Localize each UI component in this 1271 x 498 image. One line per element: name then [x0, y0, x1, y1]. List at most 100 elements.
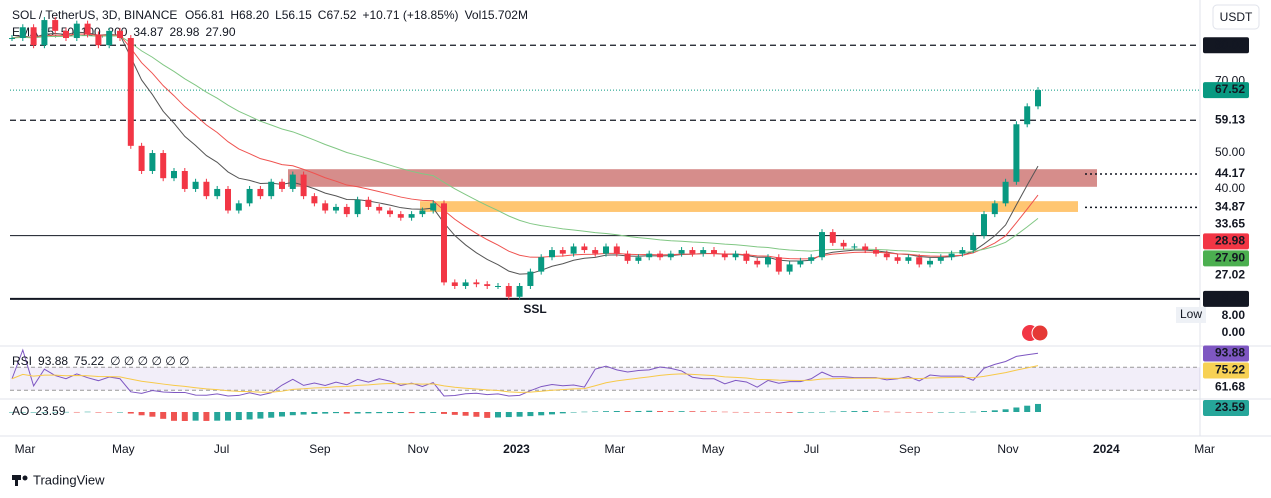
ao-bar	[462, 412, 469, 416]
ao-bar	[743, 412, 750, 413]
legend-volume: Vol15.702M	[465, 8, 528, 22]
candle-body	[171, 170, 177, 179]
candle-body	[916, 257, 923, 265]
ao-bar	[419, 412, 426, 414]
candle-body	[786, 264, 793, 272]
ao-bar	[873, 411, 879, 412]
candle-body	[883, 253, 890, 258]
ao-bar	[937, 412, 944, 413]
candle-body	[484, 284, 491, 286]
price-label-box	[1203, 165, 1249, 182]
candle-body	[667, 253, 674, 258]
ao-legend-value: 23.59	[35, 404, 65, 418]
ao-bar	[559, 412, 566, 414]
x-tick-label: Nov	[997, 442, 1018, 456]
currency-button[interactable]	[1212, 4, 1260, 30]
price-label: 75.22	[1215, 363, 1245, 377]
price-label-box	[1203, 362, 1249, 379]
candle-body	[721, 253, 728, 258]
ao-bar	[19, 412, 26, 413]
candle-body	[495, 285, 501, 287]
x-tick-label: May	[112, 442, 135, 456]
ao-bar	[786, 412, 793, 413]
candle-body	[743, 253, 750, 261]
ao-bar	[797, 412, 804, 413]
price-label-box	[1203, 345, 1249, 362]
candle-body	[775, 257, 782, 272]
legend-ohlc: H68.20	[230, 8, 269, 22]
ao-bar	[613, 411, 620, 412]
y-tick-label: 50.00	[1215, 145, 1245, 159]
candle-body	[538, 257, 545, 272]
x-tick-label: Jul	[804, 442, 819, 456]
event-icons	[1022, 324, 1049, 342]
candle-body	[365, 199, 372, 207]
rsi-line	[11, 348, 1039, 397]
ao-bar	[916, 412, 923, 413]
candle-body	[754, 260, 761, 265]
ao-bar	[397, 412, 404, 414]
candle-body	[570, 246, 577, 254]
price-label: 0.00	[1222, 325, 1246, 339]
ao-bar	[1013, 407, 1020, 412]
candle-body	[149, 153, 156, 171]
price-label-box	[1203, 250, 1249, 267]
candle-body	[559, 250, 566, 254]
ao-bar	[851, 411, 858, 412]
candle-body	[689, 250, 696, 254]
candle-body	[1024, 106, 1031, 125]
ao-bar	[9, 412, 15, 413]
candle-body	[851, 246, 858, 248]
ao-bar	[289, 412, 296, 416]
ao-bar	[343, 412, 350, 414]
candle-body	[527, 271, 534, 286]
price-label-box	[1203, 379, 1249, 396]
ao-bar	[322, 412, 329, 414]
candle-body	[873, 250, 879, 254]
ao-bar	[981, 411, 987, 412]
candle-body	[246, 188, 253, 204]
ao-bar	[268, 412, 275, 418]
ao-bar	[451, 412, 458, 415]
price-label-box	[1203, 112, 1249, 129]
ao-bar	[117, 412, 123, 413]
candle-body	[30, 27, 37, 46]
price-label-box	[1203, 216, 1249, 233]
candle-body	[516, 285, 523, 297]
candle-body	[657, 253, 663, 258]
x-tick-label: Jul	[214, 442, 229, 456]
candle-body	[603, 246, 609, 254]
ao-bar	[700, 411, 707, 412]
candle-body	[408, 214, 415, 218]
ao-bar	[829, 411, 836, 413]
ao-bar	[635, 410, 642, 412]
candle-body	[333, 206, 339, 211]
candle-body	[991, 203, 998, 215]
price-label: 8.00	[1222, 308, 1246, 322]
x-tick-label: 2023	[503, 442, 530, 456]
candle-body	[937, 257, 944, 261]
ao-bar	[214, 412, 221, 421]
ao-bar	[495, 412, 501, 418]
ao-title: AO	[12, 404, 29, 418]
candle-body	[549, 250, 555, 258]
ao-bar	[430, 412, 437, 413]
currency-button-label[interactable]: USDT	[1220, 10, 1253, 24]
price-label: 27.90	[1215, 251, 1245, 265]
candle-body	[905, 257, 912, 261]
price-label: 44.17	[1215, 166, 1245, 180]
ao-bar	[624, 411, 631, 412]
candle-body	[765, 257, 771, 265]
ao-bar	[819, 412, 825, 413]
ao-bar	[959, 412, 966, 413]
candle-body	[646, 253, 653, 258]
ao-label-box	[1203, 400, 1249, 416]
ao-bar	[473, 412, 480, 417]
ao-bar	[840, 411, 847, 412]
ema-line	[11, 33, 1039, 260]
ao-bar	[894, 411, 901, 413]
x-tick-label: Mar	[1194, 442, 1215, 456]
price-label: 93.88	[1215, 346, 1245, 360]
candle-body	[300, 174, 307, 197]
